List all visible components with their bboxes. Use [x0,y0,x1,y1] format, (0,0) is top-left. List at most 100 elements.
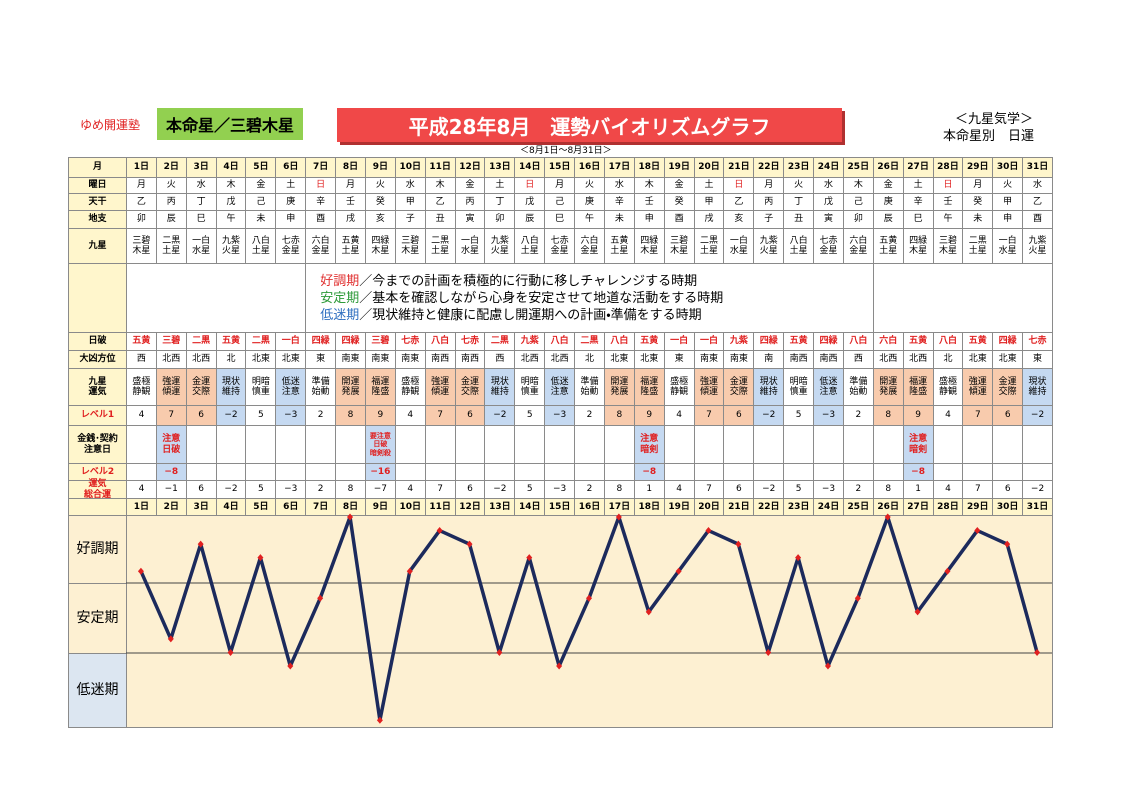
cell: 6 [185,480,217,499]
cell: 6 [723,405,755,426]
cell: −2 [1022,405,1053,426]
row-label: 曜日 [68,177,127,194]
cell: 土 [484,177,516,194]
cell: 福運 隆盛 [902,368,934,406]
point [1004,540,1011,548]
cell: 現状 維持 [1022,368,1053,406]
cell: 8 [872,405,904,426]
graph [126,513,1052,724]
cell: 2 [305,405,337,426]
cell: 癸 [962,193,994,211]
cell: −3 [813,480,844,499]
cell: 土 [275,177,307,194]
cell: 強運 傾運 [962,368,994,406]
cell: 六白 金星 [574,228,605,264]
cell: 九紫 火星 [1022,228,1053,264]
legend-term: 低迷期 [320,307,360,323]
cell: 2日 [155,498,187,516]
point [466,540,473,548]
cell [1022,463,1053,481]
cell: 開運 発展 [872,368,904,406]
cell: −8 [155,463,187,481]
cell [424,425,456,464]
legend-line: 低迷期／現状維持と健康に配慮し開運期への計画・準備をする時期 [320,307,701,324]
cell: 巳 [544,210,576,229]
cell: 1日 [126,157,157,178]
cell: 戌 [335,210,366,229]
cell: 六白 金星 [842,228,874,264]
cell: 癸 [364,193,396,211]
legend-text: ／現状維持と健康に配慮し開運期への計画・準備をする時期 [359,307,702,323]
point [556,662,563,670]
cell [484,463,516,481]
cell: 19日 [663,498,695,516]
cell: 丙 [753,193,785,211]
cell: 戌 [693,210,725,229]
point [765,648,772,656]
row-label [68,263,127,333]
cell: 要注意 日破 暗剣殺 [364,425,396,464]
cell: 九紫 火星 [215,228,247,264]
cell: 6 [454,405,486,426]
cell [783,463,815,481]
cell: 3日 [185,157,217,178]
band-label: 安定期 [68,583,127,654]
cell [394,425,426,464]
legend-text: ／基本を確認しながら心身を安定させて地道な活動をする時期 [359,290,724,306]
cell [245,425,277,464]
cell: 七赤 [454,332,486,351]
cell: 15日 [544,157,576,178]
cell: 四緑 [813,332,844,351]
cell: 明暗 慎重 [514,368,546,406]
cell [663,463,695,481]
cell: 二黒 [484,332,516,351]
cell: 4 [932,405,964,426]
cell: 21日 [723,498,755,516]
cell: 甲 [693,193,725,211]
range: ＜8月1日～8月31日＞ [520,146,612,156]
cell: 北 [574,350,605,369]
cell: 月 [126,177,157,194]
cell: 2日 [155,157,187,178]
cell: 三碧 木星 [126,228,157,264]
point [317,594,324,602]
cell: 巳 [902,210,934,229]
cell: 三碧 [364,332,396,351]
cell: 8 [335,480,366,499]
cell [842,425,874,464]
cell [574,425,605,464]
cell: 現状 維持 [484,368,516,406]
row-label: 地支 [68,210,127,229]
cell: −3 [275,405,307,426]
cell: 南西 [424,350,456,369]
cell: 4 [663,480,695,499]
cell: 四緑 木星 [633,228,665,264]
cell [962,463,994,481]
cell: 明暗 慎重 [245,368,277,406]
point [1034,648,1041,656]
cell: 金 [454,177,486,194]
cell: 2 [842,480,874,499]
cell: 木 [215,177,247,194]
cell: 30日 [992,498,1024,516]
cell: 四緑 [992,332,1024,351]
cell: 注意 暗剣 [633,425,665,464]
cell: 5日 [245,157,277,178]
cell [275,463,307,481]
cell: 甲 [394,193,426,211]
cell: 北西 [872,350,904,369]
cell: 9 [902,405,934,426]
cell: −2 [753,480,785,499]
legend-term: 安定期 [320,290,360,306]
point [496,648,503,656]
point [974,527,981,535]
cell: 北東 [962,350,994,369]
cell: 金 [872,177,904,194]
point [526,554,533,562]
cell: 六白 [872,332,904,351]
cell: 七赤 金星 [275,228,307,264]
cell: 東 [1022,350,1053,369]
cell: 1 [633,480,665,499]
cell: 5 [245,480,277,499]
cell [215,425,247,464]
